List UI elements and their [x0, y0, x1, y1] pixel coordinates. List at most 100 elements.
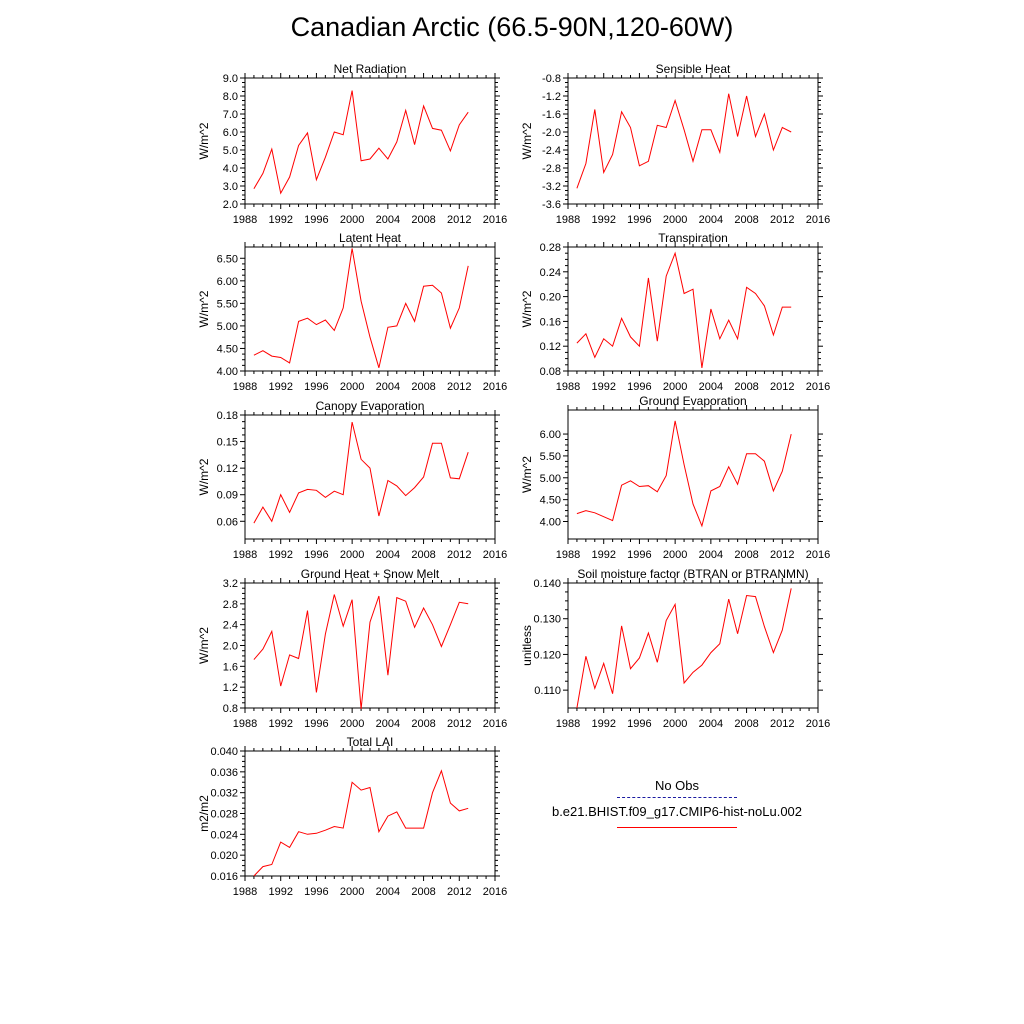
x-tick-label: 2008 [734, 381, 758, 393]
legend-obs-line [617, 797, 737, 798]
x-tick-label: 1996 [304, 718, 328, 730]
x-tick-label: 2016 [483, 886, 507, 898]
y-axis-label: W/m^2 [197, 122, 211, 159]
x-tick-label: 2004 [376, 214, 400, 226]
y-axis-label: unitless [520, 625, 534, 666]
x-tick-label: 1988 [233, 718, 257, 730]
x-tick-label: 1992 [591, 549, 615, 561]
panel-title: Canopy Evaporation [316, 399, 425, 413]
y-tick-label: 5.00 [217, 321, 238, 333]
series-line [253, 248, 469, 368]
x-tick-label: 2004 [376, 718, 400, 730]
x-tick-label: 2004 [376, 886, 400, 898]
y-tick-label: 2.0 [223, 199, 238, 211]
panel-4: Transpiration W/m^2 1988 1992 1996 2000 2004 20… [520, 231, 830, 393]
y-tick-label: 0.130 [533, 614, 561, 626]
panel-1: Net Radiation W/m^2 1988 1992 1996 2000 2004 20… [197, 62, 507, 226]
y-tick-label: 8.0 [223, 91, 238, 103]
legend: No Obs b.e21.BHIST.f09_g17.CMIP6-hist-no… [512, 778, 842, 828]
series-line [253, 421, 469, 524]
y-tick-label: 0.09 [217, 490, 238, 502]
x-tick-label: 2004 [699, 549, 723, 561]
x-tick-label: 2016 [483, 718, 507, 730]
panel-title: Sensible Heat [656, 62, 731, 76]
panel-6: Ground Evaporation W/m^2 1988 1992 1996 2000 2… [520, 394, 830, 561]
y-tick-label: 5.00 [540, 473, 561, 485]
x-tick-label: 2000 [663, 214, 687, 226]
y-tick-label: 0.110 [534, 685, 561, 697]
x-tick-label: 2000 [340, 886, 364, 898]
x-tick-label: 2004 [376, 381, 400, 393]
series-line [576, 588, 792, 709]
series-line [253, 594, 469, 710]
y-axis-label: W/m^2 [197, 627, 211, 664]
y-tick-label: -2.4 [542, 145, 561, 157]
x-tick-label: 2016 [483, 549, 507, 561]
x-tick-label: 2016 [483, 214, 507, 226]
y-tick-label: 4.00 [540, 517, 561, 529]
y-tick-label: 1.2 [223, 682, 238, 694]
y-tick-label: 0.032 [210, 788, 238, 800]
panel-5: Canopy Evaporation W/m^2 1988 1992 1996 2000 2… [197, 399, 507, 561]
panel-title: Latent Heat [339, 231, 402, 245]
y-tick-label: 0.12 [217, 463, 238, 475]
y-tick-label: -2.0 [542, 127, 561, 139]
y-tick-label: 0.12 [540, 341, 561, 353]
x-tick-label: 2000 [340, 381, 364, 393]
series-line [576, 93, 792, 189]
y-tick-label: 0.15 [217, 437, 238, 449]
x-tick-label: 1996 [304, 549, 328, 561]
x-tick-label: 2000 [340, 549, 364, 561]
x-tick-label: 1988 [233, 214, 257, 226]
x-tick-label: 1988 [556, 549, 580, 561]
x-tick-label: 1996 [627, 381, 651, 393]
x-tick-label: 1992 [268, 549, 292, 561]
y-tick-label: 0.024 [210, 829, 238, 841]
panel-3: Latent Heat W/m^2 1988 1992 1996 2000 2004 2008… [197, 231, 507, 393]
x-tick-label: 2016 [483, 381, 507, 393]
x-tick-label: 1992 [268, 886, 292, 898]
y-tick-label: -1.2 [542, 91, 561, 103]
x-tick-label: 1988 [556, 214, 580, 226]
x-tick-label: 1996 [627, 718, 651, 730]
y-tick-label: 9.0 [223, 73, 238, 85]
y-tick-label: 0.016 [210, 871, 238, 883]
y-tick-label: 0.8 [223, 703, 238, 715]
plot-frame [567, 246, 819, 372]
x-tick-label: 2016 [806, 381, 830, 393]
y-tick-label: 4.50 [217, 343, 238, 355]
plot-frame [244, 582, 496, 709]
y-tick-label: 0.036 [210, 767, 238, 779]
y-tick-label: 0.140 [533, 578, 561, 590]
x-tick-label: 2012 [770, 549, 794, 561]
plot-frame [244, 750, 496, 877]
y-tick-label: 0.16 [540, 316, 561, 328]
y-tick-label: 0.24 [540, 267, 561, 279]
x-tick-label: 2008 [734, 214, 758, 226]
x-tick-label: 2008 [411, 549, 435, 561]
x-tick-label: 1996 [627, 549, 651, 561]
panel-9: Total LAI m2/m2 1988 1992 1996 2000 2004 2008 20… [197, 735, 507, 898]
x-tick-label: 2008 [411, 381, 435, 393]
y-tick-label: 0.28 [540, 242, 561, 254]
y-tick-label: 6.0 [223, 127, 238, 139]
x-tick-label: 1992 [268, 381, 292, 393]
page-title: Canadian Arctic (66.5-90N,120-60W) [290, 12, 734, 42]
panel-7: Ground Heat + Snow Melt W/m^2 1988 1992 1996… [197, 567, 507, 730]
panel-title: Total LAI [347, 735, 394, 749]
x-tick-label: 2008 [734, 718, 758, 730]
x-tick-label: 2012 [447, 381, 471, 393]
y-tick-label: -0.8 [542, 73, 561, 85]
x-tick-label: 2016 [806, 718, 830, 730]
y-tick-label: 0.06 [217, 516, 238, 528]
panel-title: Ground Evaporation [639, 394, 746, 408]
x-tick-label: 2008 [734, 549, 758, 561]
y-tick-label: 4.0 [223, 163, 238, 175]
y-tick-label: 0.18 [217, 410, 238, 422]
x-tick-label: 1992 [268, 214, 292, 226]
plot-frame [567, 582, 819, 709]
x-tick-label: 2016 [806, 214, 830, 226]
series-line [576, 420, 792, 528]
x-tick-label: 2004 [699, 214, 723, 226]
